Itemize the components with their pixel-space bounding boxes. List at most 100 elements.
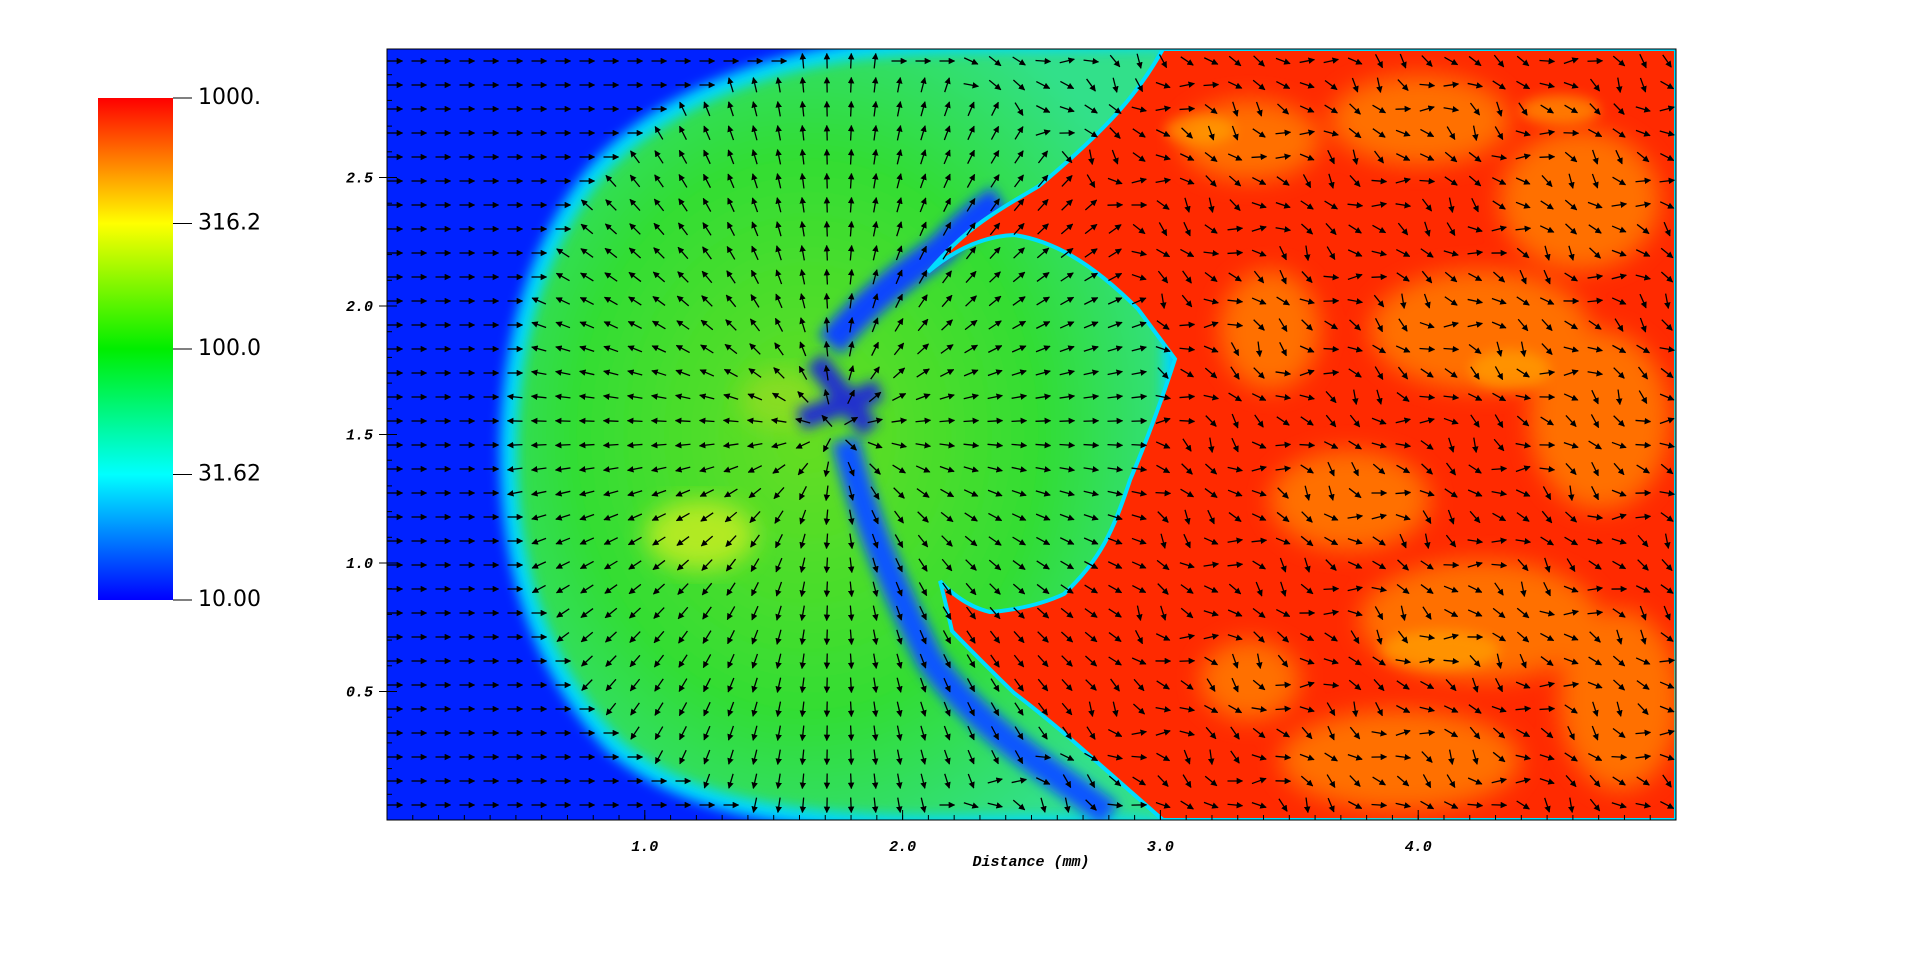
vector-arrow (652, 271, 666, 283)
vector-arrow (1323, 369, 1340, 377)
vector-arrow (530, 441, 547, 449)
vector-arrow (919, 197, 927, 213)
vector-arrow (1371, 417, 1387, 425)
vector-arrow (1419, 345, 1436, 353)
vector-arrow (724, 343, 738, 355)
vector-arrow (1636, 344, 1650, 354)
vector-arrow (987, 441, 1004, 449)
vector-arrow (627, 369, 643, 376)
vector-arrow (1013, 222, 1025, 235)
vector-arrow (847, 725, 855, 742)
vector-arrow (1208, 437, 1215, 454)
vector-arrow (1155, 154, 1171, 161)
vector-arrow (1565, 415, 1577, 427)
vector-arrow (1613, 462, 1625, 476)
vector-arrow (626, 417, 643, 425)
vector-arrow (1059, 321, 1075, 329)
vector-arrow (1179, 81, 1195, 88)
vector-arrow (580, 223, 594, 235)
vector-arrow (1399, 53, 1407, 69)
vector-arrow (1443, 393, 1460, 401)
vector-arrow (1228, 55, 1242, 67)
vector-arrow (751, 125, 758, 141)
vector-arrow (1035, 466, 1052, 473)
vector-arrow (1493, 54, 1505, 68)
vector-arrow (678, 198, 688, 212)
vector-arrow (1060, 223, 1074, 235)
vector-arrow (1061, 150, 1073, 164)
vector-arrow (1203, 57, 1219, 65)
vector-arrow (1059, 105, 1075, 113)
vector-arrow (1372, 224, 1387, 234)
vector-arrow (1059, 345, 1075, 353)
vector-arrow (652, 296, 666, 306)
vector-arrow (677, 271, 689, 283)
vector-arrow (1395, 177, 1411, 184)
vector-arrow (629, 174, 641, 188)
vector-arrow (896, 125, 903, 141)
vector-arrow (988, 79, 1002, 91)
vector-arrow (871, 124, 879, 141)
vector-arrow (1158, 54, 1168, 69)
colorbar-tick-label: 1000. (198, 85, 261, 110)
vector-arrow (578, 441, 595, 449)
vector-arrow (1468, 175, 1482, 187)
vector-arrow (1227, 153, 1243, 161)
vector-arrow (1275, 153, 1292, 160)
vector-arrow (1372, 463, 1386, 475)
vector-arrow (941, 319, 953, 331)
vector-arrow (602, 417, 619, 425)
vector-arrow (775, 221, 782, 237)
vector-arrow (1327, 461, 1335, 477)
vector-arrow (847, 292, 855, 309)
vector-arrow (1374, 318, 1384, 333)
vector-arrow (701, 270, 713, 284)
vector-arrow (1036, 321, 1051, 329)
vector-arrow (652, 320, 666, 330)
vector-arrow (679, 101, 687, 117)
vector-arrow (867, 417, 883, 424)
vector-arrow (1251, 297, 1267, 305)
vector-arrow (1472, 437, 1479, 454)
vector-arrow (506, 393, 523, 401)
vector-arrow (1184, 197, 1191, 213)
vector-arrow (847, 749, 855, 766)
vector-arrow (654, 150, 664, 164)
vector-arrow (1563, 129, 1580, 137)
vector-arrow (1251, 225, 1267, 232)
vector-arrow (1396, 272, 1410, 282)
vector-arrow (919, 221, 927, 237)
vector-arrow (1300, 464, 1314, 474)
vector-arrow (1347, 201, 1364, 209)
vector-arrow (1444, 368, 1458, 378)
vector-arrow (965, 270, 977, 284)
vector-arrow (651, 466, 667, 473)
vector-arrow (869, 463, 881, 475)
vector-arrow (1563, 441, 1579, 449)
vector-arrow (1397, 366, 1409, 380)
vector-arrow (1037, 150, 1049, 164)
vector-arrow (1084, 272, 1098, 282)
vector-arrow (1589, 103, 1601, 115)
vector-arrow (799, 172, 807, 189)
vector-arrow (1396, 464, 1411, 474)
vector-arrow (1232, 101, 1239, 117)
vector-arrow (847, 461, 855, 477)
vector-arrow (674, 417, 691, 425)
vector-arrow (1203, 81, 1220, 89)
vector-arrow (1563, 81, 1579, 89)
vector-arrow (1659, 442, 1675, 449)
vector-arrow (726, 245, 736, 260)
vector-arrow (988, 55, 1002, 67)
vector-arrow (943, 173, 951, 189)
vector-arrow (1324, 200, 1338, 210)
vector-arrow (1539, 369, 1556, 377)
vector-arrow (1563, 393, 1579, 401)
vector-arrow (604, 272, 618, 282)
vector-arrow (1035, 417, 1052, 425)
vector-arrow (1347, 57, 1363, 65)
vector-arrow (919, 245, 927, 261)
vector-arrow (989, 271, 1001, 283)
vector-arrow (988, 345, 1003, 353)
